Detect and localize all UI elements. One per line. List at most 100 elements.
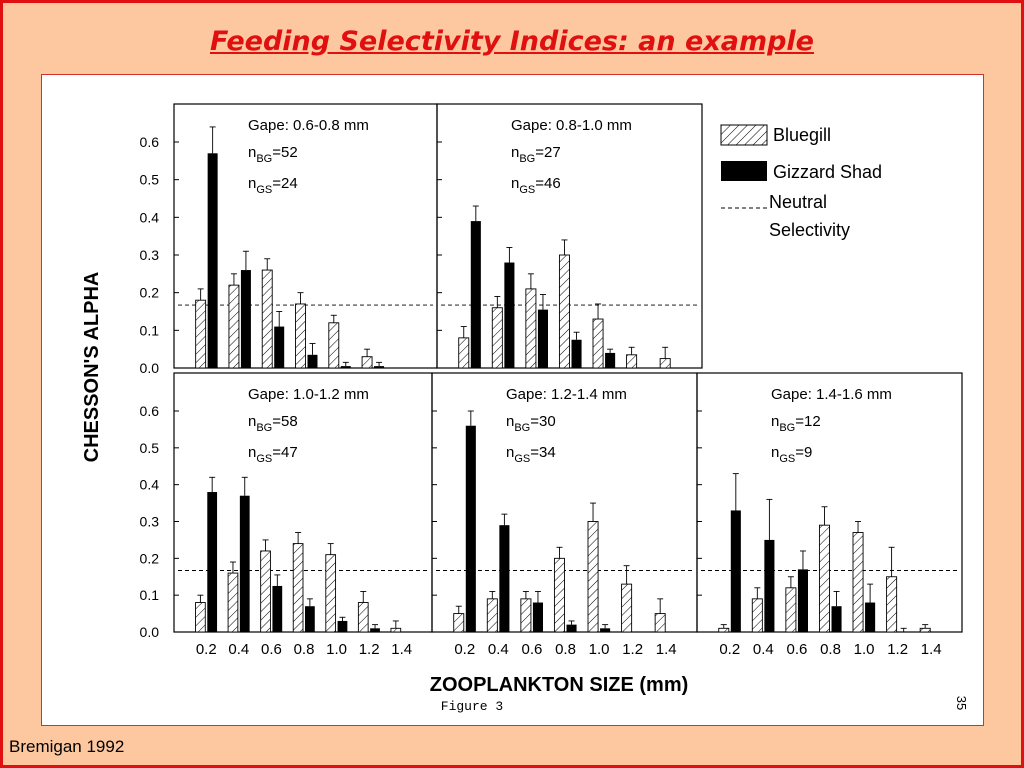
bar-bluegill-1.0 — [852, 532, 864, 633]
bar-bluegill-0.8 — [558, 254, 570, 369]
bar-bluegill-1.2 — [357, 602, 369, 633]
x-tick-label: 0.2 — [454, 641, 475, 658]
bar-bluegill-1.2 — [626, 354, 638, 369]
n-gizzard-shad-label: nGS=24 — [248, 175, 298, 196]
subscript: BG — [256, 153, 272, 165]
panel-3: Gape: 1.0-1.2 mm nBG=58 nGS=47 0.0 0.1 0.2 0.3… — [140, 372, 433, 658]
bar-bluegill-0.4 — [486, 598, 498, 633]
panel-1: Gape: 0.6-0.8 mm nBG=52 nGS=24 0.0 0.1 0.2 0.3… — [140, 103, 438, 376]
panel-5: Gape: 1.4-1.6 mm nBG=12 nGS=9 0.2 0.4 0.6 0.8 1… — [696, 372, 963, 658]
bar-bluegill-0.6 — [260, 550, 271, 633]
bar-bluegill-1.2 — [886, 576, 898, 633]
bar-gizzard-shad-1.0 — [865, 602, 876, 632]
n-value: =27 — [535, 144, 560, 161]
y-tick-label: 0.3 — [140, 247, 160, 263]
subscript: GS — [519, 184, 535, 196]
bar-bluegill-1.4 — [659, 358, 671, 369]
x-tick-label: 0.8 — [294, 641, 315, 658]
bar-bluegill-0.6 — [520, 598, 532, 633]
bar-gizzard-shad-0.6 — [274, 326, 285, 368]
x-tick-label: 0.4 — [753, 641, 774, 658]
bar-gizzard-shad-1.0 — [605, 352, 616, 368]
n-value: =12 — [795, 413, 820, 430]
n-gizzard-shad-label: nGS=46 — [511, 175, 561, 196]
y-tick-label: 0.5 — [140, 172, 160, 188]
bar-bluegill-1.0 — [328, 322, 340, 369]
bar-bluegill-1.2 — [361, 356, 373, 369]
gape-label: Gape: 1.0-1.2 mm — [248, 386, 369, 403]
gape-label: Gape: 0.8-1.0 mm — [511, 117, 632, 134]
bar-gizzard-shad-1.0 — [337, 620, 348, 632]
n-value: =9 — [795, 444, 812, 461]
bar-bluegill-0.8 — [553, 557, 565, 633]
x-tick-label: 0.2 — [719, 641, 740, 658]
y-tick-label: 0.6 — [140, 134, 160, 150]
legend-swatch-gizzard-shad — [721, 161, 767, 181]
y-tick-label: 0.4 — [140, 209, 160, 225]
x-tick-label: 1.0 — [326, 641, 347, 658]
bar-bluegill-1.4 — [390, 627, 402, 633]
bar-gizzard-shad-0.8 — [571, 339, 582, 368]
subscript: BG — [256, 422, 272, 434]
n-value: =30 — [530, 413, 555, 430]
n-bluegill-label: nBG=12 — [771, 413, 821, 434]
y-tick-label: 0.4 — [140, 477, 160, 493]
y-tick-label: 0.5 — [140, 440, 160, 456]
n-gizzard-shad-label: nGS=9 — [771, 444, 812, 465]
n-value: =34 — [530, 444, 555, 461]
legend-label-neutral-line2: Selectivity — [769, 220, 850, 240]
bar-bluegill-0.2 — [453, 613, 465, 633]
n-value: =46 — [535, 175, 560, 192]
bar-bluegill-0.8 — [295, 303, 306, 369]
subscript: GS — [256, 453, 272, 465]
n-bluegill-label: nBG=58 — [248, 413, 298, 434]
x-tick-label: 0.6 — [786, 641, 807, 658]
subscript: GS — [779, 453, 795, 465]
bar-gizzard-shad-0.6 — [272, 585, 283, 632]
panel-2: Gape: 0.8-1.0 mm nBG=27 nGS=46 — [436, 103, 703, 369]
bar-bluegill-0.2 — [718, 627, 730, 633]
bar-gizzard-shad-0.2 — [470, 221, 481, 368]
n-bluegill-label: nBG=30 — [506, 413, 556, 434]
x-tick-label: 1.2 — [359, 641, 380, 658]
subscript: BG — [514, 422, 530, 434]
y-tick-label: 0.2 — [140, 285, 160, 301]
bar-gizzard-shad-1.2 — [370, 628, 380, 632]
x-tick-label: 0.8 — [555, 641, 576, 658]
x-tick-label: 0.6 — [521, 641, 542, 658]
x-axis-title: ZOOPLANKTON SIZE (mm) — [430, 674, 689, 696]
bar-gizzard-shad-0.6 — [532, 602, 543, 632]
bar-gizzard-shad-0.2 — [465, 425, 476, 632]
x-tick-label: 1.4 — [656, 641, 677, 658]
legend-label-bluegill: Bluegill — [773, 125, 831, 145]
y-axis-title: CHESSON'S ALPHA — [81, 272, 103, 463]
y-tick-label: 0.6 — [140, 403, 160, 419]
x-tick-label: 0.6 — [261, 641, 282, 658]
bar-bluegill-0.8 — [292, 543, 304, 633]
gape-label: Gape: 1.2-1.4 mm — [506, 386, 627, 403]
bar-gizzard-shad-0.6 — [537, 309, 548, 368]
bar-gizzard-shad-0.4 — [239, 495, 250, 632]
chesson-alpha-chart: Gape: 0.6-0.8 mm nBG=52 nGS=24 0.0 0.1 0.2 0.3… — [81, 103, 969, 714]
n-value: =24 — [272, 175, 297, 192]
y-tick-label: 0.0 — [140, 624, 160, 640]
legend-label-neutral-line1: Neutral — [769, 192, 827, 212]
bar-bluegill-1.2 — [621, 583, 633, 633]
x-tick-label: 0.8 — [820, 641, 841, 658]
x-tick-label: 1.2 — [887, 641, 908, 658]
n-bluegill-label: nBG=27 — [511, 144, 561, 165]
bar-bluegill-1.0 — [325, 554, 337, 633]
bar-gizzard-shad-0.2 — [207, 153, 218, 368]
bar-bluegill-0.6 — [525, 288, 537, 369]
bar-gizzard-shad-1.0 — [340, 366, 351, 368]
x-tick-label: 0.4 — [488, 641, 509, 658]
bar-bluegill-0.4 — [751, 598, 763, 633]
bar-gizzard-shad-0.8 — [307, 354, 318, 368]
bar-bluegill-1.4 — [654, 613, 666, 633]
bar-gizzard-shad-0.2 — [730, 510, 741, 632]
n-gizzard-shad-label: nGS=47 — [248, 444, 298, 465]
bar-bluegill-0.8 — [818, 524, 830, 633]
slide-title: Feeding Selectivity Indices: an example — [209, 26, 814, 57]
x-tick-label: 1.4 — [391, 641, 412, 658]
figure-caption: Figure 3 — [441, 699, 503, 714]
